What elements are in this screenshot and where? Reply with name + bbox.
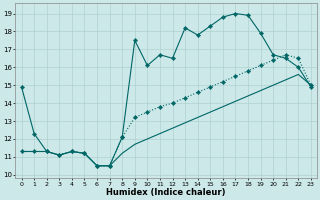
X-axis label: Humidex (Indice chaleur): Humidex (Indice chaleur) xyxy=(107,188,226,197)
